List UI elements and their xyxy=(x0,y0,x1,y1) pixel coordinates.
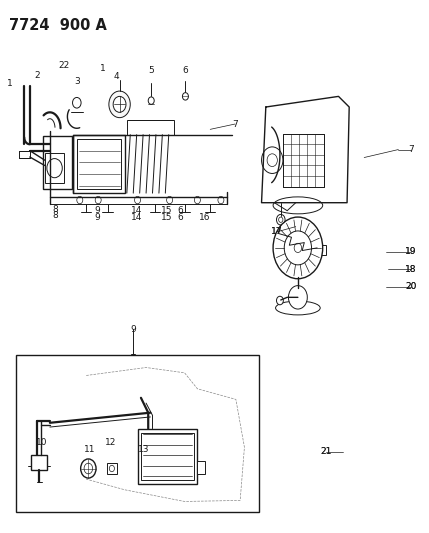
Circle shape xyxy=(288,286,307,309)
Bar xyxy=(197,461,205,474)
Bar xyxy=(45,154,64,182)
Text: 9: 9 xyxy=(94,213,100,222)
Text: 14: 14 xyxy=(131,206,142,215)
Text: 15: 15 xyxy=(161,213,172,222)
Text: 6: 6 xyxy=(178,206,183,215)
Bar xyxy=(77,139,121,189)
Text: 19: 19 xyxy=(405,247,417,256)
Text: 7: 7 xyxy=(408,145,414,154)
Bar xyxy=(42,136,72,189)
Circle shape xyxy=(273,217,323,279)
Bar xyxy=(283,134,323,187)
Circle shape xyxy=(279,217,283,222)
Circle shape xyxy=(109,91,130,118)
Text: 20: 20 xyxy=(405,282,417,291)
Circle shape xyxy=(277,214,285,225)
Circle shape xyxy=(135,196,141,204)
Text: 4: 4 xyxy=(113,71,119,80)
Text: 2: 2 xyxy=(34,70,40,79)
Text: 12: 12 xyxy=(106,439,117,448)
Text: 20: 20 xyxy=(405,282,417,291)
Text: 9: 9 xyxy=(94,206,100,215)
Bar xyxy=(73,135,125,193)
Text: 7: 7 xyxy=(232,119,238,128)
Ellipse shape xyxy=(273,197,323,214)
Text: 1: 1 xyxy=(100,64,106,73)
Text: 17: 17 xyxy=(271,228,282,237)
Circle shape xyxy=(84,463,93,474)
Circle shape xyxy=(81,459,96,478)
Text: 5: 5 xyxy=(148,67,154,75)
Bar xyxy=(16,356,260,512)
Text: 8: 8 xyxy=(53,205,58,214)
Circle shape xyxy=(262,147,283,173)
Text: 9: 9 xyxy=(130,325,136,334)
Bar xyxy=(19,151,30,158)
Circle shape xyxy=(284,231,311,265)
Circle shape xyxy=(277,296,283,305)
Bar xyxy=(141,433,194,480)
Text: 18: 18 xyxy=(405,265,417,273)
Circle shape xyxy=(47,159,62,177)
Text: 3: 3 xyxy=(74,77,80,86)
Circle shape xyxy=(95,196,101,204)
Text: 21: 21 xyxy=(320,447,331,456)
Bar xyxy=(315,245,326,255)
Text: 21: 21 xyxy=(320,447,331,456)
Text: 7724  900 A: 7724 900 A xyxy=(9,18,107,33)
Text: 19: 19 xyxy=(405,247,417,256)
Text: 6: 6 xyxy=(183,67,188,75)
Ellipse shape xyxy=(275,301,320,315)
Text: 6: 6 xyxy=(178,213,183,222)
Circle shape xyxy=(77,196,83,204)
Text: 14: 14 xyxy=(131,213,142,222)
Circle shape xyxy=(182,93,188,100)
Text: 8: 8 xyxy=(53,212,58,221)
Bar xyxy=(31,455,47,470)
Circle shape xyxy=(194,196,200,204)
Text: 1: 1 xyxy=(7,78,13,87)
Bar xyxy=(127,120,174,135)
Text: 13: 13 xyxy=(138,446,150,455)
Circle shape xyxy=(113,96,126,112)
Circle shape xyxy=(73,98,81,108)
Bar xyxy=(138,429,197,484)
Circle shape xyxy=(294,243,302,253)
Circle shape xyxy=(148,97,154,104)
Text: 17: 17 xyxy=(271,228,282,237)
Text: 18: 18 xyxy=(405,265,417,273)
Text: 16: 16 xyxy=(199,213,211,222)
Text: 10: 10 xyxy=(36,439,47,448)
Circle shape xyxy=(166,196,172,204)
Text: 11: 11 xyxy=(84,446,95,455)
Circle shape xyxy=(109,465,115,472)
Circle shape xyxy=(267,154,278,166)
Circle shape xyxy=(218,196,224,204)
Text: 15: 15 xyxy=(161,206,172,215)
Bar xyxy=(107,463,117,474)
Text: 22: 22 xyxy=(58,61,69,70)
